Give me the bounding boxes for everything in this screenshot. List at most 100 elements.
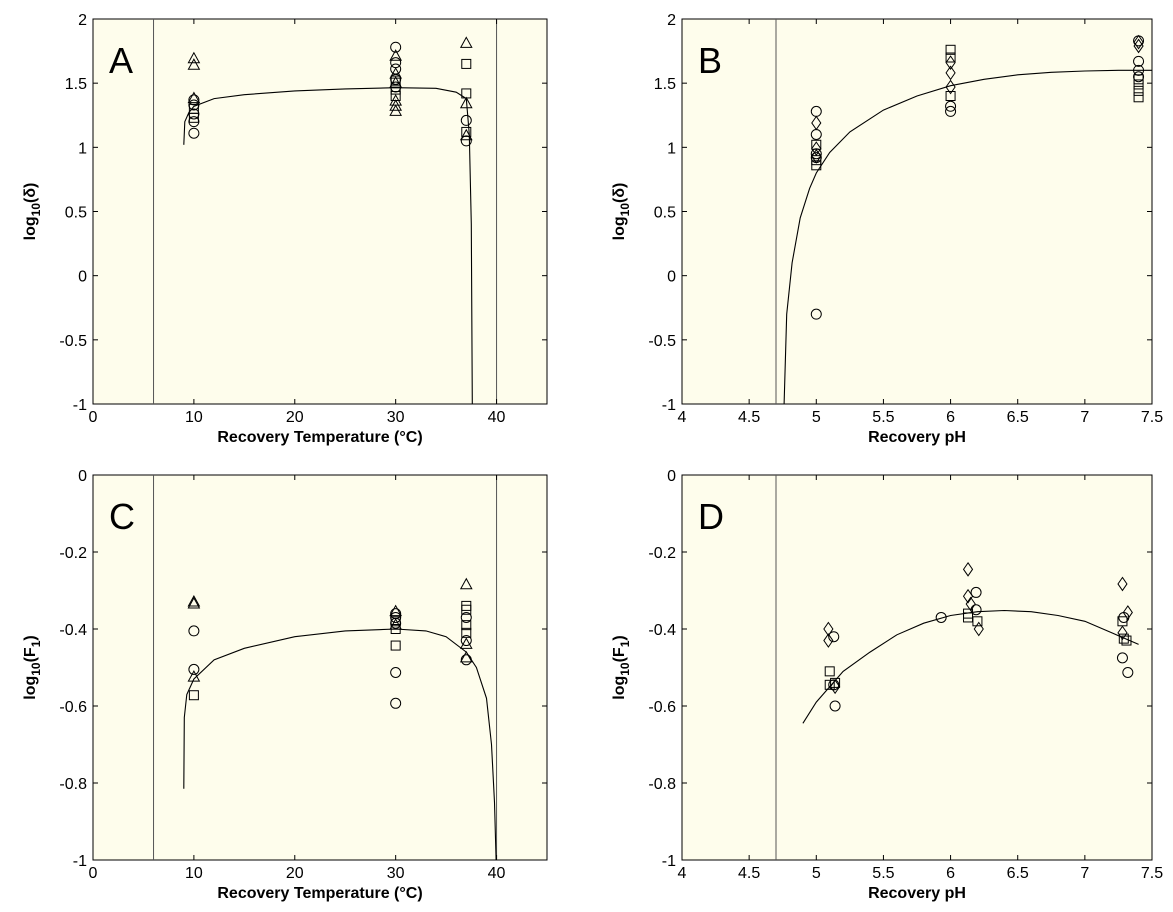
x-tick-label: 7.5 [1141,865,1163,882]
data-point-square [824,666,835,677]
data-point-square [824,679,835,690]
data-point-circle [460,135,472,147]
data-point-triangle [459,36,473,48]
x-axis-label: Recovery Temperature (°C) [217,885,422,902]
data-point-circle [828,631,840,643]
y-tick-label: -0.2 [59,545,87,562]
data-point-circle [1133,64,1145,76]
data-point-square [811,139,822,150]
data-point-triangle [389,604,403,617]
x-tick-label: 6.5 [1007,409,1029,426]
data-point-diamond [945,65,956,81]
data-point-square [390,640,401,651]
data-point-triangle [187,595,201,607]
y-tick-label: -0.6 [59,699,87,716]
y-tick-label: 2 [78,12,87,29]
data-point-diamond [1122,605,1133,620]
data-point-square [461,627,472,638]
y-tick-label: 1.5 [65,76,87,93]
y-tick-label: 0 [78,269,87,286]
data-point-triangle [187,670,201,682]
data-point-square [188,690,199,701]
y-tick-label: -0.4 [59,622,87,639]
data-point-triangle [459,650,473,663]
data-point-circle [460,114,472,126]
data-point-circle [945,100,957,112]
data-point-circle [460,654,472,666]
data-point-square [461,620,472,631]
data-point-circle [390,617,402,629]
data-point-square [945,52,956,63]
plot-area [681,18,1153,405]
x-tick-label: 5.5 [872,865,894,882]
y-tick-label: -1 [73,397,87,414]
data-point-diamond [962,561,974,577]
panel-label: C [109,496,135,537]
data-point-circle [935,611,947,623]
x-tick-label: 5 [812,409,821,426]
data-point-diamond [811,141,822,156]
x-tick-label: 6.5 [1007,865,1029,882]
data-point-diamond [1117,576,1128,592]
data-point-circle [188,625,200,637]
y-tick-label: 0.5 [654,205,676,222]
data-point-square [461,58,472,69]
y-tick-label: 0 [667,269,676,286]
data-point-circle [970,604,982,616]
x-tick-label: 4 [678,865,687,882]
data-point-circle [460,611,472,623]
data-point-circle [390,697,402,709]
x-tick-label: 10 [185,409,203,426]
data-point-square [1133,79,1144,90]
x-tick-label: 7.5 [1141,409,1163,426]
y-axis-label: log10(δ) [22,183,43,241]
y-axis-label: log10(F1) [611,635,632,699]
data-point-triangle [389,76,403,88]
x-tick-label: 7 [1080,409,1089,426]
y-tick-label: -0.8 [648,776,676,793]
data-point-triangle [389,104,403,116]
data-point-square [188,103,199,114]
data-point-square [461,126,472,137]
y-tick-label: -1 [73,853,87,870]
y-tick-label: -1 [662,853,676,870]
panel-label: B [698,40,722,81]
data-point-square [1118,633,1129,644]
data-point-square [461,604,472,615]
y-tick-label: 0.5 [65,205,87,222]
data-point-circle [1122,667,1134,679]
data-point-diamond [811,115,822,131]
x-tick-label: 4 [678,409,687,426]
data-point-diamond [829,679,841,695]
panel-b: 4 4.5 5 5.5 6 6.5 7 7.5 -1 -0.5 0 0.5 1 1.5 2 Recovery … [611,12,1163,446]
data-point-square [1121,635,1132,646]
data-point-triangle [459,577,473,590]
data-point-triangle [187,51,201,64]
data-point-circle [1133,55,1145,67]
y-axis-label: log10(δ) [611,183,632,241]
panel-a: 0 10 20 30 40 -1 -0.5 0 0.5 1 1.5 2 Recovery Tempera… [22,12,548,446]
panel-d: 4 4.5 5 5.5 6 6.5 7 7.5 -1 -0.8 -0.6 -0.4 -0.2 0 Recov… [611,468,1163,902]
data-point-triangle [459,96,473,109]
data-point-diamond [823,633,834,648]
data-point-circle [829,700,841,712]
x-tick-label: 4.5 [738,409,760,426]
data-point-circle [1118,611,1130,623]
panel-c: 0 10 20 30 40 -1 -0.8 -0.6 -0.4 -0.2 0 Recovery Tem… [22,468,548,902]
x-tick-label: 0 [89,409,98,426]
x-tick-label: 4.5 [738,865,760,882]
x-tick-label: 6 [946,865,955,882]
y-tick-label: -0.8 [59,776,87,793]
data-point-circle [390,41,402,53]
data-point-triangle [187,596,201,609]
x-tick-label: 10 [185,865,203,882]
data-point-circle [460,635,472,647]
data-point-circle [945,105,957,117]
data-point-circle [1116,652,1128,664]
x-tick-label: 20 [286,409,304,426]
data-point-triangle [459,637,473,649]
y-tick-label: 2 [667,12,676,29]
y-axis-label: log10(F1) [22,635,43,699]
data-point-square [811,160,822,171]
